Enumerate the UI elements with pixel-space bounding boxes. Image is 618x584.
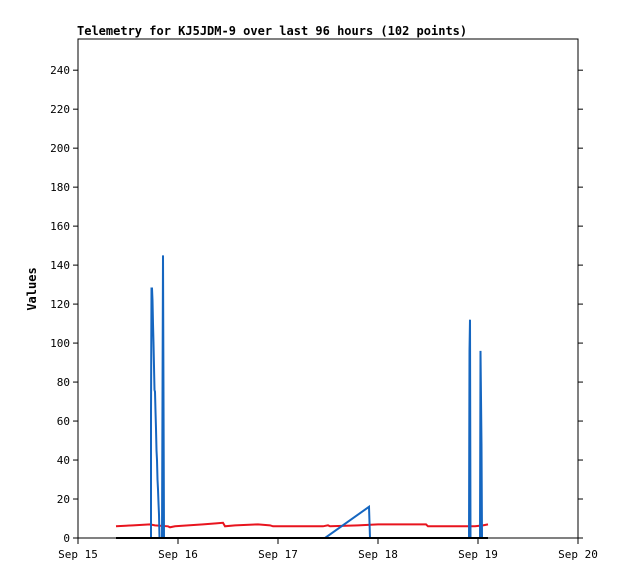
y-tick-label: 60 — [57, 415, 70, 428]
x-tick-label: Sep 20 — [558, 548, 598, 561]
x-tick-label: Sep 18 — [358, 548, 398, 561]
y-axis: 0 20 40 60 80 100 120 140 160 180 200 220 240 — [50, 64, 583, 545]
series-line-0 — [115, 521, 489, 529]
y-tick-label: 20 — [57, 493, 70, 506]
y-tick-label: 180 — [50, 181, 70, 194]
series-line-1 — [150, 255, 483, 539]
x-axis: Sep 15 Sep 16 Sep 17 Sep 18 Sep 19 Sep 20 — [58, 538, 598, 561]
x-tick-label: Sep 16 — [158, 548, 198, 561]
y-tick-label: 160 — [50, 220, 70, 233]
chart-title: Telemetry for KJ5JDM-9 over last 96 hour… — [77, 24, 467, 38]
y-tick-label: 140 — [50, 259, 70, 272]
y-tick-label: 120 — [50, 298, 70, 311]
x-tick-label: Sep 15 — [58, 548, 98, 561]
x-tick-label: Sep 19 — [458, 548, 498, 561]
x-tick-label: Sep 17 — [258, 548, 298, 561]
series-layer — [115, 255, 489, 539]
y-axis-label: Values — [25, 267, 39, 310]
y-tick-label: 220 — [50, 103, 70, 116]
y-tick-label: 200 — [50, 142, 70, 155]
y-tick-label: 40 — [57, 454, 70, 467]
y-tick-label: 100 — [50, 337, 70, 350]
y-tick-label: 0 — [63, 532, 70, 545]
y-tick-label: 80 — [57, 376, 70, 389]
y-tick-label: 240 — [50, 64, 70, 77]
